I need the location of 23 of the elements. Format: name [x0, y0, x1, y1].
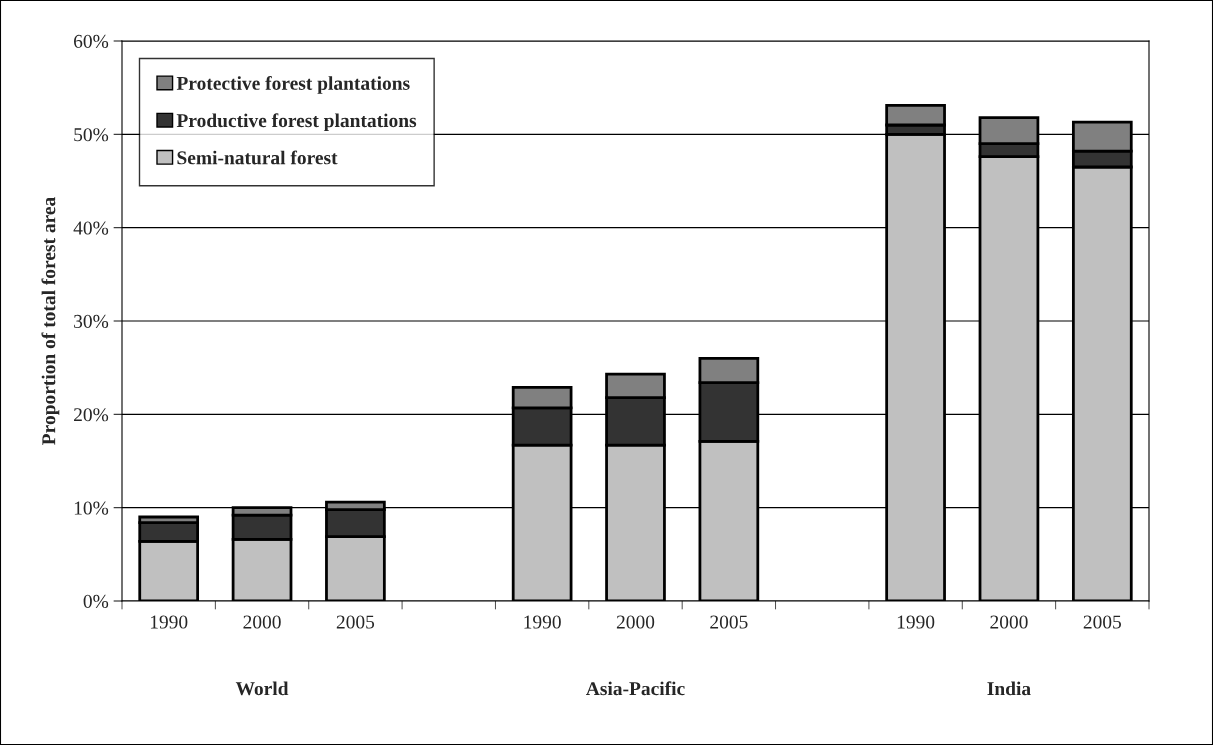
text: India — [987, 681, 1031, 696]
y-tick-label: 30% — [74, 314, 109, 328]
x-tick-label: 1990 — [150, 615, 188, 629]
y-tick-label: 40% — [73, 221, 109, 235]
legend-label: Protective forest plantations — [176, 76, 410, 94]
x-tick-label: 2000 — [243, 615, 281, 629]
legend-label: Semi-natural forest — [177, 150, 338, 165]
y-tick-label: 10% — [74, 501, 109, 515]
legend-label: Productive forest plantations — [176, 113, 417, 132]
text: World — [235, 681, 289, 696]
x-tick-label: 2005 — [336, 615, 375, 629]
x-tick-label: 1990 — [524, 615, 561, 629]
x-tick-label: 2000 — [616, 615, 655, 629]
y-tick-label: 0% — [83, 594, 109, 608]
x-tick-label: 2000 — [990, 615, 1028, 629]
x-tick-label: 2005 — [1083, 615, 1121, 629]
x-tick-label: 2005 — [710, 615, 748, 629]
x-tick-label: 1990 — [897, 615, 935, 629]
y-tick-label: 20% — [74, 408, 109, 422]
y-tick-label: 50% — [74, 128, 109, 142]
y-tick-label: 60% — [74, 34, 109, 48]
text: Asia-Pacific — [586, 681, 685, 696]
y-axis-title: Proportion of total forest area — [41, 197, 60, 445]
